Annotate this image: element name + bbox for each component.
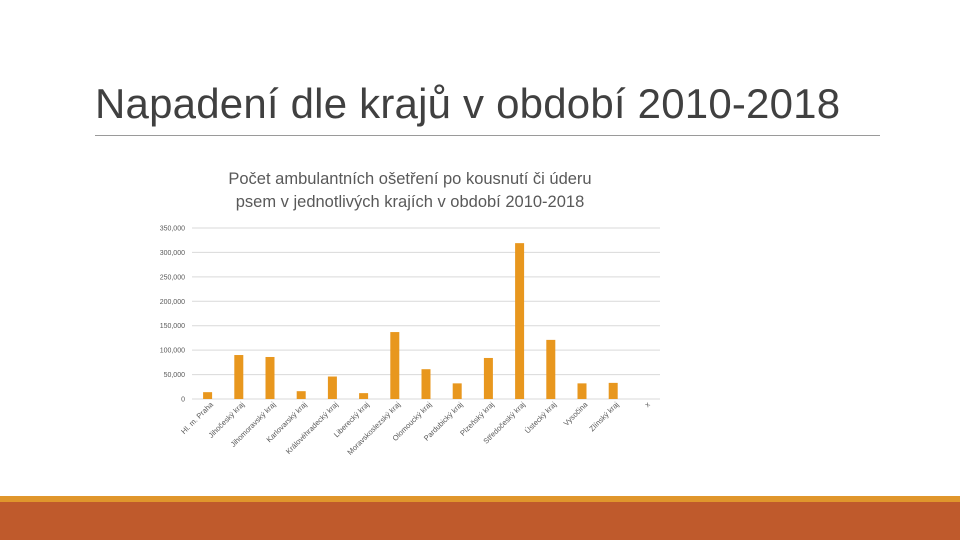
bar [234,355,244,399]
bar [515,243,525,399]
bar [390,332,400,399]
bar [359,393,369,399]
x-tick-label: Vysočina [562,399,590,427]
x-tick-label: Zlínský kraj [587,400,620,433]
bar [483,357,493,399]
bar [546,339,556,399]
y-tick-label: 250,000 [160,274,185,281]
title-divider [95,135,880,136]
footer-band [0,502,960,540]
x-tick-label: Královéhradecký kraj [284,400,340,456]
chart-title-line-2: psem v jednotlivých krajích v období 201… [235,193,585,211]
y-tick-label: 350,000 [160,226,185,233]
chart-title-line-1: Počet ambulantních ošetření po kousnutí … [228,170,592,188]
chart-bars [203,243,618,399]
footer-accent-band [0,496,960,502]
bar [296,391,306,399]
y-tick-label: 150,000 [160,323,185,330]
bar [265,356,275,399]
bar [327,376,337,399]
bar [452,383,462,399]
bar [203,392,213,399]
slide-title: Napadení dle krajů v období 2010-2018 [95,80,841,127]
x-tick-label: Ústecký kraj [523,400,558,435]
y-tick-label: 100,000 [160,348,185,355]
chart-gridlines [192,227,660,400]
y-tick-label: 200,000 [160,299,185,306]
x-tick-label: x [643,400,652,409]
y-tick-label: 50,000 [164,372,186,379]
x-tick-label: Moravskoslezský kraj [345,400,402,457]
bar [608,382,618,399]
bar [577,383,587,399]
chart-title: Počet ambulantních ošetření po kousnutí … [160,168,660,214]
y-axis-ticks: 0 50,000 100,000 150,000 200,000 250,000 300,0… [160,226,185,404]
y-tick-label: 300,000 [160,250,185,257]
y-tick-label: 0 [181,397,185,404]
bar [421,369,431,399]
